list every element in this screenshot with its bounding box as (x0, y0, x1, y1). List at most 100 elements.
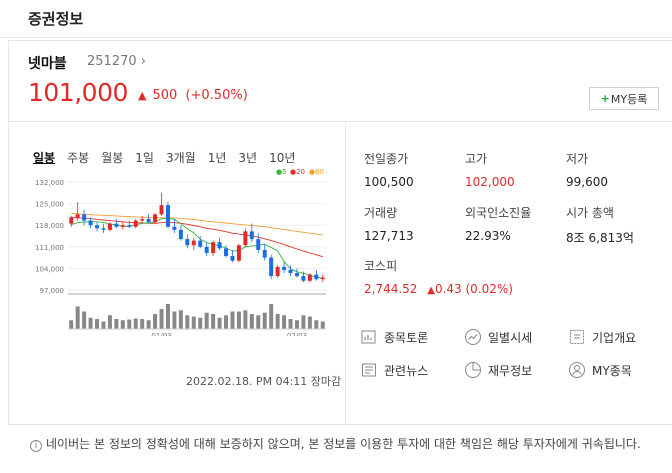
volume-bar (204, 312, 209, 329)
candle-body (191, 240, 196, 246)
daily-price-link[interactable]: 일별시세 (464, 328, 532, 346)
pie-chart-icon (464, 361, 482, 379)
daily-price-label: 일별시세 (488, 330, 533, 345)
volume-bar (127, 319, 132, 329)
current-price: 101,000 (28, 78, 128, 107)
price-change: ▲ 500 (+0.50%) (138, 88, 248, 103)
candle-body (140, 219, 145, 221)
tab-1day[interactable]: 1일 (135, 151, 154, 165)
candle-body (294, 273, 299, 277)
volume-bar (217, 317, 222, 329)
plus-icon: + (600, 92, 610, 105)
my-stocks-label: MY종목 (592, 363, 632, 378)
candle-body (75, 214, 80, 218)
my-stocks-link[interactable]: MY종목 (568, 361, 632, 379)
volume-bar (282, 315, 287, 329)
candle-body (275, 266, 280, 277)
legend-item: ●20 (290, 168, 305, 176)
volume-bar (95, 319, 100, 329)
trend-circle-icon (464, 328, 482, 346)
timestamp: 2022.02.18. PM 04:11 장마감 (186, 375, 342, 388)
tab-weekly-candle[interactable]: 주봉 (67, 151, 90, 165)
candle-body (198, 240, 203, 247)
tab-10year[interactable]: 10년 (269, 151, 296, 165)
news-label: 관련뉴스 (384, 363, 429, 378)
discussion-label: 종목토론 (384, 330, 429, 345)
volume-bar (211, 314, 216, 329)
candle-body (159, 205, 164, 215)
tab-3month[interactable]: 3개월 (165, 151, 196, 165)
tab-3year[interactable]: 3년 (238, 151, 258, 165)
y-tick-label: 118,000 (35, 222, 64, 230)
volume-bar (69, 320, 74, 329)
volume-bar (82, 311, 87, 329)
kospi-change: 0.43 (0.02%) (434, 282, 513, 296)
y-tick-label: 97,000 (40, 287, 65, 295)
my-register-button[interactable]: + MY등록 (589, 87, 659, 110)
candle-body (301, 276, 306, 281)
up-triangle-icon: ▲ (138, 89, 147, 102)
candle-body (133, 220, 138, 227)
tab-monthly-candle[interactable]: 월봉 (101, 151, 124, 165)
candle-body (82, 214, 87, 221)
candle-body (120, 225, 125, 227)
company-overview-link[interactable]: 기업개요 (568, 328, 636, 346)
volume-bar (288, 319, 293, 329)
volume-bar (236, 311, 241, 329)
finance-link[interactable]: 재무정보 (464, 361, 532, 379)
user-icon (568, 361, 586, 379)
candle-body (146, 219, 151, 223)
candle-body (127, 225, 132, 227)
stock-code: 251270 (87, 54, 137, 69)
candle-body (95, 225, 100, 229)
volume-bar (172, 311, 177, 329)
chevron-right-icon: › (140, 54, 146, 69)
volume-bar (140, 319, 145, 329)
volume-bar (114, 319, 119, 329)
volume-bar (165, 304, 170, 329)
kospi-value-line: 2,744.52 ▲0.43 (0.02%) (364, 282, 513, 296)
news-link[interactable]: 관련뉴스 (360, 361, 428, 379)
volume-bar (243, 310, 248, 329)
info-label: 시가 총액 (566, 206, 614, 220)
info-value: 127,713 (364, 229, 414, 243)
change-amount: 500 (152, 88, 178, 103)
info-foreign: 외국인소진율 22.93% (465, 204, 531, 243)
stock-code-link[interactable]: 251270 › (87, 54, 146, 69)
volume-bar (314, 320, 319, 329)
candle-body (185, 239, 190, 246)
info-prev-close: 전일종가 100,500 (364, 150, 414, 189)
candle-body (262, 249, 267, 258)
volume-bar (75, 306, 80, 329)
info-volume: 거래량 127,713 (364, 204, 414, 243)
stock-name[interactable]: 넷마블 (28, 56, 67, 72)
volume-bar (178, 310, 183, 329)
ma60-line (71, 213, 323, 236)
divider (9, 121, 672, 122)
legend-item: ●5 (276, 168, 287, 176)
volume-bar (88, 317, 93, 329)
volume-bar (224, 315, 229, 329)
info-label: 외국인소진율 (465, 206, 532, 220)
y-tick-label: 104,000 (35, 265, 64, 273)
info-value: 100,500 (364, 175, 414, 189)
volume-bar (159, 309, 164, 329)
candle-body (243, 231, 248, 246)
info-value: 8조 6,813억 (566, 231, 634, 245)
tab-daily-candle[interactable]: 일봉 (33, 151, 56, 165)
stock-chart[interactable]: ●5 ●20 ●60 132,000 125,000 118,000 111,000 104,… (28, 164, 328, 336)
candle-body (236, 245, 241, 261)
tab-1year[interactable]: 1년 (207, 151, 227, 165)
section-title: 증권정보 (28, 10, 84, 28)
info-label: 전일종가 (364, 152, 409, 166)
volume-bar (198, 317, 203, 329)
x-tick-label: 02/03 (287, 332, 307, 336)
volume-bar (275, 314, 280, 329)
candle-body (204, 246, 209, 253)
discussion-link[interactable]: 종목토론 (360, 328, 428, 346)
candle-body (282, 266, 287, 270)
volume-bar (301, 315, 306, 329)
candle-body (288, 269, 293, 274)
info-value: 22.93% (465, 229, 511, 243)
candle-body (107, 223, 112, 230)
